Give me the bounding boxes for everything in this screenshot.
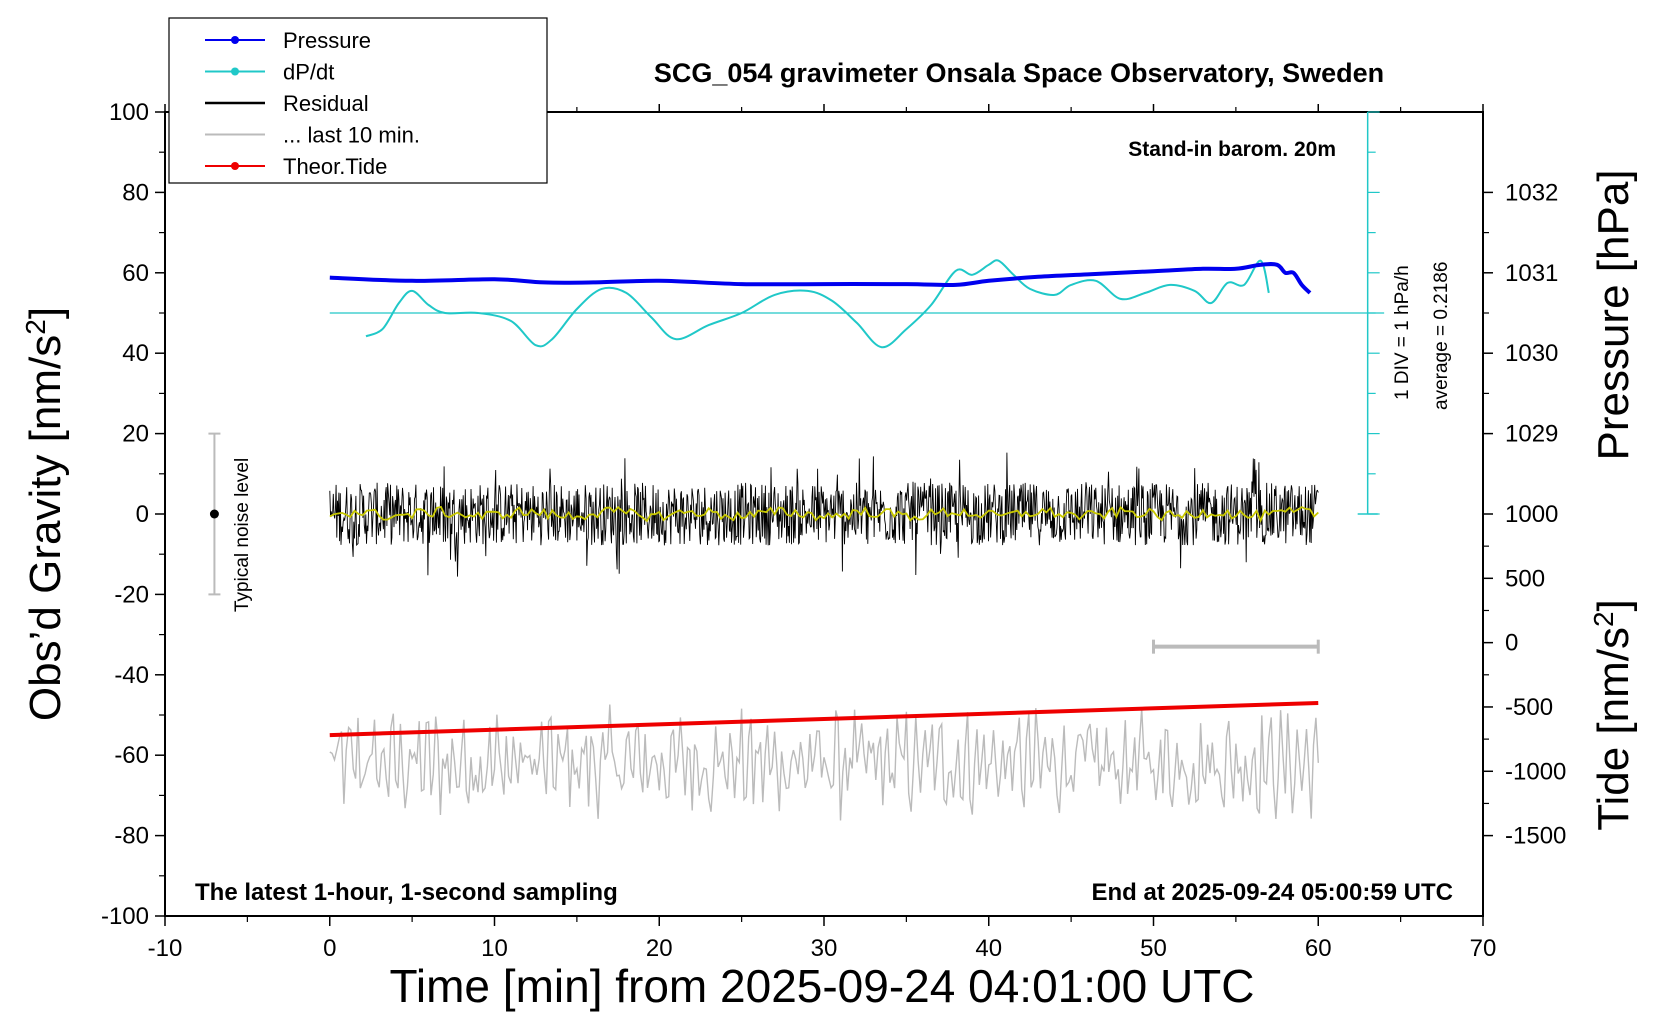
last10-series-line xyxy=(329,704,1319,821)
x-tick-label: -10 xyxy=(148,935,183,962)
x-tick-label: 60 xyxy=(1305,935,1332,962)
legend-label: ... last 10 min. xyxy=(283,123,420,148)
x-axis-label: Time [min] from 2025-09-24 04:01:00 UTC xyxy=(390,960,1255,1012)
y-axis-tide-label-prefix: Tide [nm/s xyxy=(1589,627,1638,831)
y-tick-label: -20 xyxy=(114,581,149,608)
div-annotation: 1 DIV = 1 hPa/h xyxy=(1392,265,1413,400)
y-tick-label: 80 xyxy=(122,179,149,206)
y-tick-label: 20 xyxy=(122,421,149,448)
y-axis-left-label-prefix: Obs’d Gravity [nm/s xyxy=(21,335,70,721)
legend-marker xyxy=(231,67,239,76)
y-axis-tide-label-suffix: ] xyxy=(1589,599,1638,611)
tide-tick-label: 500 xyxy=(1505,565,1545,592)
standin-barometer-note: Stand-in barom. 20m xyxy=(1128,138,1336,161)
bottom-right-note: End at 2025-09-24 05:00:59 UTC xyxy=(1092,879,1454,906)
pressure-tick-label: 1032 xyxy=(1505,179,1558,206)
x-tick-label: 10 xyxy=(481,935,508,962)
x-tick-label: 40 xyxy=(975,935,1002,962)
x-tick-label: 20 xyxy=(646,935,673,962)
y-tick-label: -60 xyxy=(114,742,149,769)
y-axis-tide-label-sup: 2 xyxy=(1588,611,1619,627)
pressure-tick-label: 1030 xyxy=(1505,340,1558,367)
y-axis-left-label: Obs’d Gravity [nm/s2] xyxy=(20,307,71,721)
legend-marker xyxy=(231,162,239,170)
theor-tide-series-line xyxy=(329,700,1319,738)
y-axis-tide-label: Tide [nm/s2] xyxy=(1588,599,1639,831)
y-tick-label: 0 xyxy=(136,501,149,528)
y-tick-label: -40 xyxy=(114,662,149,689)
pressure-tick-label: 1031 xyxy=(1505,260,1558,287)
tide-tick-label: 1000 xyxy=(1505,501,1558,528)
y-axis-left-label-suffix: ] xyxy=(21,307,70,319)
x-tick-label: 0 xyxy=(323,935,336,962)
legend-label: Residual xyxy=(283,91,369,116)
noise-level-label: Typical noise level xyxy=(232,458,253,612)
average-annotation: average = 0.2186 xyxy=(1431,262,1452,410)
y-axis-pressure-label: Pressure [hPa] xyxy=(1589,169,1638,460)
series-layer xyxy=(208,111,1385,821)
x-tick-label: 50 xyxy=(1140,935,1167,962)
y-tick-label: 100 xyxy=(109,99,149,126)
residual-smoothed-line xyxy=(329,505,1319,523)
residual-series-line xyxy=(329,452,1319,577)
axes: -10 0 10 20 30 40 50 60 70100806040200-20-40-60-… xyxy=(101,99,1566,962)
chart-title: SCG_054 gravimeter Onsala Space Observat… xyxy=(654,58,1384,88)
pressure-series-line xyxy=(329,262,1312,295)
legend-marker xyxy=(231,36,239,44)
legend-label: Theor.Tide xyxy=(283,154,387,179)
tide-tick-label: 0 xyxy=(1505,630,1518,657)
x-tick-label: 30 xyxy=(811,935,838,962)
pressure-tick-label: 1029 xyxy=(1505,421,1558,448)
y-tick-label: 60 xyxy=(122,260,149,287)
tide-tick-label: -500 xyxy=(1505,694,1553,721)
legend-items: Pressure dP/dt Residual ... last 10 min. The… xyxy=(205,28,420,179)
x-tick-label: 70 xyxy=(1470,935,1497,962)
y-tick-label: -100 xyxy=(101,903,149,930)
tide-tick-label: -1500 xyxy=(1505,823,1566,850)
y-tick-label: -80 xyxy=(114,823,149,850)
legend: Pressure dP/dt Residual ... last 10 min. The… xyxy=(168,17,548,184)
legend-label: Pressure xyxy=(283,28,371,53)
legend-label: dP/dt xyxy=(283,60,334,85)
bottom-left-note: The latest 1-hour, 1-second sampling xyxy=(195,879,618,906)
y-tick-label: 40 xyxy=(122,340,149,367)
dpdt-series-line xyxy=(365,259,1270,349)
y-axis-left-label-sup: 2 xyxy=(20,319,51,335)
tide-tick-label: -1000 xyxy=(1505,758,1566,785)
legend-box xyxy=(168,17,548,184)
noise-level-dot xyxy=(209,509,219,519)
